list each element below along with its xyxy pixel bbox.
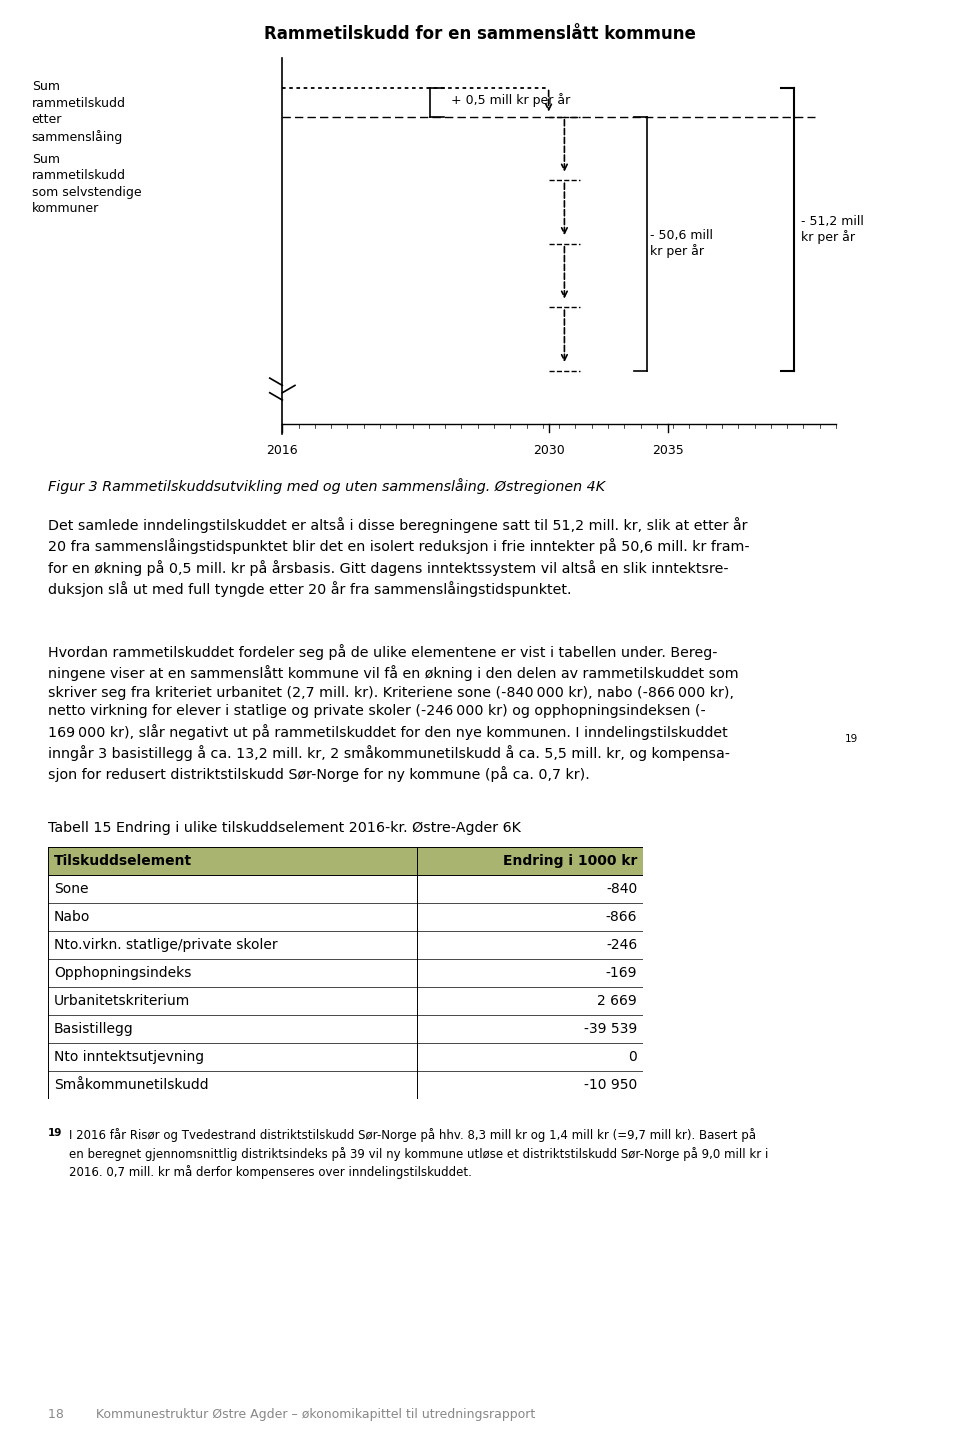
Text: Sum
rammetilskudd
som selvstendige
kommuner: Sum rammetilskudd som selvstendige kommu… [32, 153, 141, 215]
Text: - 50,6 mill
kr per år: - 50,6 mill kr per år [650, 229, 713, 258]
Text: Basistillegg: Basistillegg [54, 1022, 133, 1037]
Text: Opphopningsindeks: Opphopningsindeks [54, 967, 191, 980]
Text: Rammetilskudd for en sammenslått kommune: Rammetilskudd for en sammenslått kommune [264, 25, 696, 42]
Text: -840: -840 [606, 882, 637, 897]
Text: -39 539: -39 539 [584, 1022, 637, 1037]
Bar [48, 847, 643, 875]
Text: 2 669: 2 669 [597, 994, 637, 1009]
Text: Hvordan rammetilskuddet fordeler seg på de ulike elementene er vist i tabellen u: Hvordan rammetilskuddet fordeler seg på … [48, 644, 738, 782]
Text: 2016: 2016 [267, 444, 299, 457]
Text: Det samlede inndelingstilskuddet er altså i disse beregningene satt til 51,2 mil: Det samlede inndelingstilskuddet er alts… [48, 517, 750, 597]
Text: -10 950: -10 950 [584, 1079, 637, 1092]
Text: 18        Kommunestruktur Østre Agder – økonomikapittel til utredningsrapport: 18 Kommunestruktur Østre Agder – økonomi… [48, 1408, 536, 1421]
Text: Nto.virkn. statlige/private skoler: Nto.virkn. statlige/private skoler [54, 938, 277, 952]
Text: - 51,2 mill
kr per år: - 51,2 mill kr per år [801, 214, 864, 243]
Text: Tabell 15 Endring i ulike tilskuddselement 2016-kr. Østre-Agder 6K: Tabell 15 Endring i ulike tilskuddseleme… [48, 821, 521, 836]
Text: I 2016 får Risør og Tvedestrand distriktstilskudd Sør-Norge på hhv. 8,3 mill kr : I 2016 får Risør og Tvedestrand distrikt… [69, 1128, 769, 1179]
Text: Tilskuddselement: Tilskuddselement [54, 855, 192, 868]
Text: 2035: 2035 [652, 444, 684, 457]
Text: Sone: Sone [54, 882, 88, 897]
Text: + 0,5 mill kr per år: + 0,5 mill kr per år [450, 93, 570, 106]
Text: -169: -169 [606, 967, 637, 980]
Text: -866: -866 [606, 910, 637, 925]
Text: Urbanitetskriterium: Urbanitetskriterium [54, 994, 190, 1009]
Text: 0: 0 [629, 1050, 637, 1064]
Text: Figur 3 Rammetilskuddsutvikling med og uten sammenslåing. Østregionen 4K: Figur 3 Rammetilskuddsutvikling med og u… [48, 478, 605, 494]
Text: 2030: 2030 [533, 444, 564, 457]
Text: 19: 19 [845, 734, 858, 744]
Text: Nabo: Nabo [54, 910, 90, 925]
Text: Endring i 1000 kr: Endring i 1000 kr [503, 855, 637, 868]
Text: Nto inntektsutjevning: Nto inntektsutjevning [54, 1050, 204, 1064]
Text: 19: 19 [48, 1128, 62, 1139]
Text: Sum
rammetilskudd
etter
sammenslåing: Sum rammetilskudd etter sammenslåing [32, 80, 126, 144]
Text: -246: -246 [606, 938, 637, 952]
Text: Småkommunetilskudd: Småkommunetilskudd [54, 1079, 208, 1092]
